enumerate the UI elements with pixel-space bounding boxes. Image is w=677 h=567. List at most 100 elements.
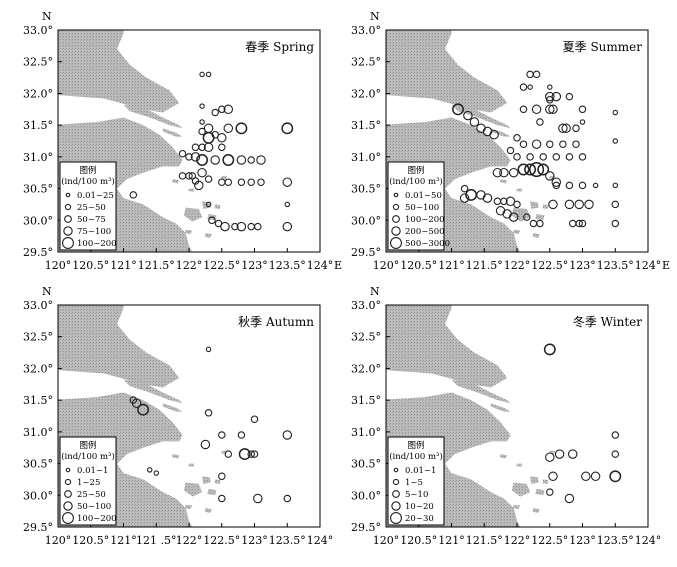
- station-marker: [196, 154, 209, 166]
- station-marker: [153, 470, 160, 476]
- station-marker: [199, 71, 205, 78]
- station-marker: [223, 123, 234, 134]
- station-marker: [564, 493, 575, 504]
- hengsha-island: [490, 403, 511, 412]
- y-tick-label: 31.5°: [351, 119, 381, 132]
- map-panel-spring: 120° 120.5° 121° 121.5° 122° 122.5° 123° 123.5°…: [23, 10, 342, 272]
- legend-symbol: [393, 467, 399, 473]
- station-marker: [191, 143, 200, 152]
- x-tick-label: 122.5°: [531, 534, 568, 547]
- y-tick-label: 33.0°: [23, 24, 53, 37]
- x-tick-label: 123.5°: [269, 534, 306, 547]
- season-label: 秋季 Autumn: [238, 315, 314, 329]
- station-marker: [508, 167, 519, 178]
- zhoushan-island: [214, 204, 221, 209]
- y-tick-label: 32.0°: [351, 362, 381, 375]
- station-marker: [224, 178, 233, 186]
- station-marker: [558, 123, 568, 134]
- station-marker: [548, 471, 558, 482]
- map-panel-autumn: 120° 120.5° 121° 121 .5° 122° 122.5° 123° 123.5…: [23, 285, 333, 547]
- station-marker: [546, 488, 554, 496]
- station-marker: [612, 109, 619, 116]
- station-marker: [545, 91, 555, 102]
- zhoushan-island: [513, 229, 521, 235]
- y-tick-label: 30.0°: [351, 214, 381, 227]
- station-marker: [612, 182, 619, 189]
- x-tick-label: 123.5°: [597, 534, 634, 547]
- zhoushan-island: [532, 508, 540, 513]
- y-tick-label: 33.0°: [351, 299, 381, 312]
- x-tick-label: 122°: [504, 259, 531, 272]
- zhoushan-island: [214, 479, 221, 484]
- zhoushan-island: [183, 482, 203, 497]
- station-marker: [463, 110, 473, 121]
- x-tick-label: 121.5°: [138, 259, 175, 272]
- x-tick-label: 123°: [569, 534, 596, 547]
- east-label: E: [334, 259, 342, 272]
- station-marker: [452, 103, 464, 116]
- y-tick-label: 32.0°: [23, 362, 53, 375]
- legend-class-label: 50~75: [77, 215, 106, 225]
- station-marker: [247, 156, 255, 164]
- station-marker: [572, 140, 580, 148]
- station-marker: [519, 105, 528, 114]
- station-marker: [499, 167, 509, 178]
- y-tick-label: 30.5°: [351, 183, 381, 196]
- x-tick-label: 122°: [176, 259, 203, 272]
- land-north: [386, 305, 508, 388]
- y-tick-label: 30.0°: [23, 214, 53, 227]
- y-tick-label: 29.5°: [351, 246, 381, 259]
- y-tick-label: 30.0°: [351, 489, 381, 502]
- legend-unit: (ind/100 m³): [389, 176, 443, 187]
- legend-symbol: [63, 226, 73, 236]
- legend-symbol: [390, 512, 402, 524]
- zhoushan-island: [516, 463, 523, 467]
- legend-symbol: [391, 226, 401, 236]
- y-tick-label: 33.0°: [351, 24, 381, 37]
- station-marker: [231, 222, 239, 231]
- legend-class-label: 50~100: [77, 502, 111, 512]
- chongming-island: [123, 104, 183, 129]
- y-tick-label: 31.5°: [23, 394, 53, 407]
- station-marker: [611, 450, 620, 458]
- legend-symbol: [392, 203, 400, 211]
- station-marker: [218, 105, 226, 114]
- station-marker: [506, 146, 515, 155]
- legend-class-label: 20~30: [405, 514, 434, 524]
- legend-symbol: [64, 478, 72, 486]
- station-marker: [256, 155, 266, 165]
- x-tick-label: 121°: [438, 259, 465, 272]
- station-marker: [218, 494, 226, 503]
- x-tick-label: 120.5°: [400, 534, 437, 547]
- station-marker: [554, 449, 565, 459]
- station-marker: [565, 181, 574, 190]
- y-tick-label: 31.5°: [351, 394, 381, 407]
- station-marker: [469, 117, 480, 127]
- station-marker: [237, 178, 246, 186]
- station-marker: [611, 200, 620, 209]
- station-marker: [198, 127, 206, 136]
- y-tick-label: 31.0°: [351, 151, 381, 164]
- x-tick-label: 122°: [176, 534, 203, 547]
- station-marker: [578, 105, 587, 114]
- station-marker: [581, 471, 591, 482]
- station-marker: [519, 140, 528, 148]
- station-marker: [254, 222, 262, 231]
- station-marker: [282, 177, 293, 187]
- station-marker: [539, 153, 547, 161]
- y-tick-label: 32.0°: [23, 87, 53, 100]
- station-marker: [222, 154, 235, 166]
- station-marker: [543, 343, 556, 356]
- station-marker: [567, 449, 578, 459]
- x-tick-label: 124°: [307, 259, 334, 272]
- station-marker: [235, 122, 248, 135]
- station-marker: [536, 118, 544, 126]
- legend-class-label: 1~25: [77, 478, 100, 488]
- zhoushan-island: [530, 201, 539, 209]
- zhoushan-island: [204, 508, 212, 513]
- legend-class-label: 100~200: [77, 239, 117, 249]
- station-marker: [284, 201, 291, 208]
- station-marker: [551, 91, 562, 102]
- y-tick-label: 32.5°: [23, 331, 53, 344]
- station-marker: [547, 84, 553, 90]
